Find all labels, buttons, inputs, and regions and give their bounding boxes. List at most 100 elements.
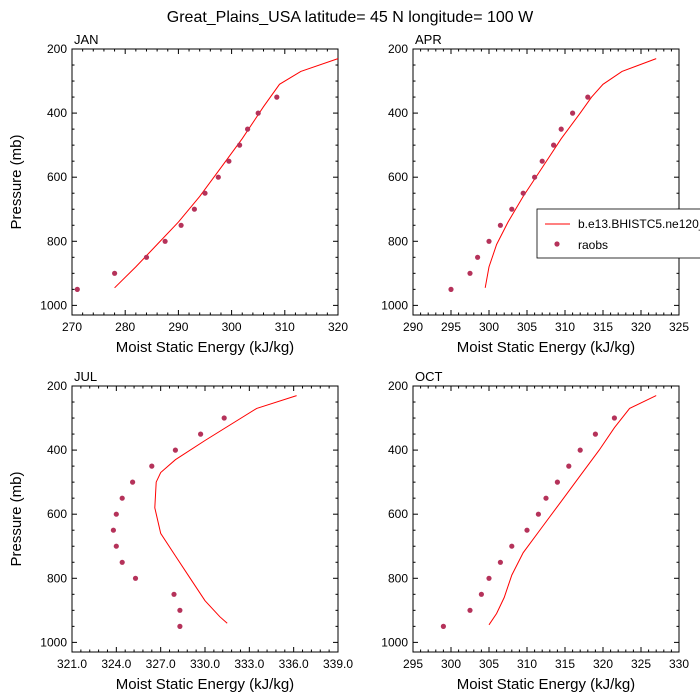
panel-apr-obs-point [551, 142, 557, 148]
panel-jul-xtick-label: 336.0 [279, 657, 309, 671]
panel-apr-xtick-label: 305 [517, 320, 537, 334]
panel-apr-obs-point [509, 206, 515, 212]
panel-apr-xtick-label: 290 [403, 320, 423, 334]
panel-jan-obs-point [202, 190, 208, 196]
panel-jul-xtick-label: 324.0 [101, 657, 131, 671]
panel-oct-obs-point [486, 575, 492, 581]
panel-oct-xtick-label: 295 [403, 657, 423, 671]
panel-jul-ytick-label: 200 [47, 379, 67, 393]
panel-apr-obs-point [467, 270, 473, 276]
panel-apr-xtick-label: 295 [441, 320, 461, 334]
panel-jan-model-line [114, 58, 339, 289]
panel-oct-xtick-label: 315 [555, 657, 575, 671]
panel-jan-ytick-label: 600 [47, 170, 67, 184]
panel-jul-obs-point [149, 463, 155, 469]
panel-jul-ytick-label: 400 [47, 443, 67, 457]
panel-jan-label: JAN [74, 32, 99, 47]
legend-obs-label: raobs [578, 238, 608, 252]
panel-jul-frame [71, 385, 339, 653]
panel-jul-obs-point [110, 527, 116, 533]
panel-jan-obs-point [112, 270, 118, 276]
panel-oct-obs-point [440, 623, 446, 630]
panel-jan-xtick-label: 270 [62, 320, 82, 334]
panel-jul-obs-point [198, 431, 204, 437]
panel-jul-xlabel: Moist Static Energy (kJ/kg) [116, 676, 294, 693]
panel-oct-obs-point [543, 495, 549, 501]
panel-apr-obs-point [475, 254, 481, 260]
panel-apr-label: APR [415, 32, 442, 47]
figure-title: Great_Plains_USA latitude= 45 N longitud… [167, 9, 534, 26]
panel-oct-model-line [488, 395, 657, 626]
panel-apr-obs-point [448, 286, 454, 292]
panel-jan-obs-point [143, 254, 150, 260]
panel-oct-label: OCT [415, 369, 443, 384]
panel-oct-obs-point [554, 479, 561, 485]
legend-model-label: b.e13.BHISTC5.ne120_g16.cesm-ihesp-1950-… [578, 217, 700, 231]
panel-oct-ytick-label: 600 [388, 507, 408, 521]
panel-apr-ytick-label: 1000 [381, 298, 408, 312]
panel-apr-obs-point [585, 94, 591, 100]
legend-obs-swatch [554, 241, 560, 247]
panel-jan-xtick-label: 290 [168, 320, 188, 334]
panel-jan-obs-point [162, 238, 168, 244]
panel-oct-xtick-label: 320 [593, 657, 613, 671]
panel-jan-obs-point [245, 126, 251, 132]
panel-apr-xtick-label: 310 [555, 320, 575, 334]
panel-jan-ytick-label: 800 [47, 234, 67, 248]
panel-oct-ytick-label: 1000 [381, 635, 408, 649]
panel-oct-xlabel: Moist Static Energy (kJ/kg) [457, 676, 635, 693]
panel-jul-xtick-label: 321.0 [57, 657, 87, 671]
panel-jan-ytick-label: 400 [47, 106, 67, 120]
panel-oct-obs-point [611, 415, 618, 421]
panel-jan-ytick-label: 200 [47, 42, 67, 56]
panel-jul-obs-point [130, 479, 136, 485]
panel-jul-obs-point [119, 559, 125, 565]
panel-oct-ytick-label: 400 [388, 443, 408, 457]
panel-jul: JUL 321.0 324.0 327.0 330.0 333.0 336.0 339.0 20… [8, 369, 353, 693]
panel-jul-xtick-label: 327.0 [146, 657, 176, 671]
panel-jan-frame [71, 48, 339, 316]
panel-oct-obs-point [577, 447, 583, 453]
panel-apr-xtick-label: 320 [631, 320, 651, 334]
panel-jan-obs-point [274, 94, 280, 100]
panels: JAN 270 280 290 300 310 320 200 400 600 800 1000 Moi… [8, 32, 689, 693]
panel-apr-xtick-label: 315 [593, 320, 613, 334]
panel-jan-obs-point [191, 206, 197, 212]
panel-jul-obs-point [113, 543, 119, 549]
panel-jul-ytick-label: 600 [47, 507, 67, 521]
panel-jul-ylabel: Pressure (mb) [8, 471, 25, 566]
panel-oct-frame [412, 385, 680, 653]
legend-box [536, 208, 700, 259]
panel-apr-frame [412, 48, 680, 316]
panel-jul-model-line [154, 395, 297, 624]
panel-apr-model-line [484, 58, 657, 288]
panel-oct-xtick-label: 305 [479, 657, 499, 671]
panel-jan-xtick-label: 310 [275, 320, 295, 334]
panel-jul-xtick-label: 339.0 [323, 657, 353, 671]
panel-jan-xtick-label: 300 [222, 320, 242, 334]
panel-apr-ytick-label: 200 [388, 42, 408, 56]
panel-oct-ytick-label: 800 [388, 571, 408, 585]
panel-oct-obs-point [478, 591, 484, 597]
panel-apr-obs-point [558, 126, 564, 132]
panel-jul-obs-point [221, 415, 227, 421]
panel-jan-obs-point [226, 158, 232, 164]
panel-oct-obs-point [535, 511, 542, 517]
panel-jan-obs-point [178, 222, 184, 228]
panel-jan-xlabel: Moist Static Energy (kJ/kg) [116, 339, 294, 356]
panel-jan-obs-point [255, 110, 261, 116]
panel-oct-xtick-label: 310 [517, 657, 537, 671]
panel-jan-obs-point [237, 142, 243, 148]
panel-apr: APR 290 295 300 305 310 315 320 325 200 400 600 800 1… [381, 32, 689, 356]
panel-jan-obs-point [74, 286, 80, 292]
panel-jan-ylabel: Pressure (mb) [8, 134, 25, 229]
panel-oct-xtick-label: 300 [441, 657, 461, 671]
panel-apr-obs-point [532, 174, 538, 180]
panel-jul-xtick-label: 333.0 [234, 657, 264, 671]
panel-apr-xlabel: Moist Static Energy (kJ/kg) [457, 339, 635, 356]
panel-jan-obs-point [215, 174, 221, 180]
panel-oct-ytick-label: 200 [388, 379, 408, 393]
panel-oct-obs-point [497, 559, 503, 565]
panel-apr-obs-point [497, 222, 503, 228]
panel-jul-obs-point [177, 623, 183, 630]
